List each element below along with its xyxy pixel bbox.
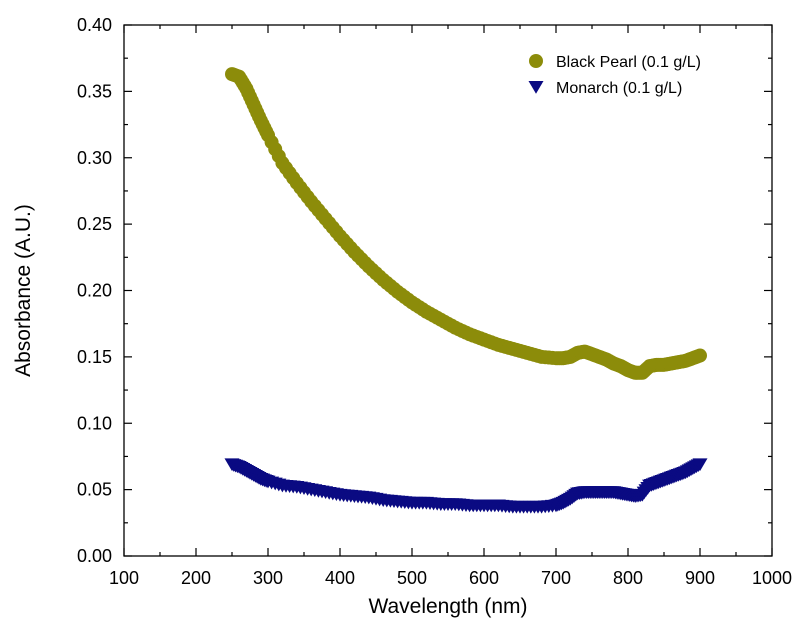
x-tick-label: 900 <box>685 568 715 588</box>
y-tick-label: 0.20 <box>77 281 112 301</box>
tick-labels: 100 200 300 400 500 600 700 800 900 1000 0.00 0.05 0… <box>77 15 792 588</box>
y-tick-label: 0.05 <box>77 480 112 500</box>
data-point <box>693 348 707 363</box>
legend-circle-icon <box>529 54 543 68</box>
x-axis-label: Wavelength (nm) <box>368 595 527 618</box>
x-tick-label: 100 <box>109 568 139 588</box>
legend-triangle-icon <box>528 81 544 94</box>
x-tick-label: 600 <box>469 568 499 588</box>
legend-label-black-pearl: Black Pearl (0.1 g/L) <box>556 54 701 71</box>
series-black-pearl <box>225 67 707 380</box>
x-tick-label: 400 <box>325 568 355 588</box>
x-tick-label: 500 <box>397 568 427 588</box>
x-tick-label: 1000 <box>752 568 792 588</box>
y-axis-label: Absorbance (A.U.) <box>12 204 35 377</box>
x-tick-label: 200 <box>181 568 211 588</box>
y-tick-label: 0.10 <box>77 413 112 433</box>
legend-marker-black-pearl <box>529 54 543 68</box>
x-tick-label: 800 <box>613 568 643 588</box>
x-tick-label: 700 <box>541 568 571 588</box>
y-tick-label: 0.30 <box>77 148 112 168</box>
y-tick-label: 0.15 <box>77 347 112 367</box>
plot-marks <box>224 67 708 514</box>
y-tick-label: 0.25 <box>77 214 112 234</box>
legend: Black Pearl (0.1 g/L) Monarch (0.1 g/L) <box>528 54 701 97</box>
y-tick-label: 0.40 <box>77 15 112 35</box>
y-tick-label: 0.00 <box>77 546 112 566</box>
y-tick-label: 0.35 <box>77 81 112 101</box>
data-point <box>692 458 708 472</box>
legend-label-monarch: Monarch (0.1 g/L) <box>556 80 682 97</box>
series-monarch <box>224 458 708 514</box>
axis-ticks <box>123 24 773 557</box>
legend-marker-monarch <box>528 81 544 94</box>
x-tick-label: 300 <box>253 568 283 588</box>
